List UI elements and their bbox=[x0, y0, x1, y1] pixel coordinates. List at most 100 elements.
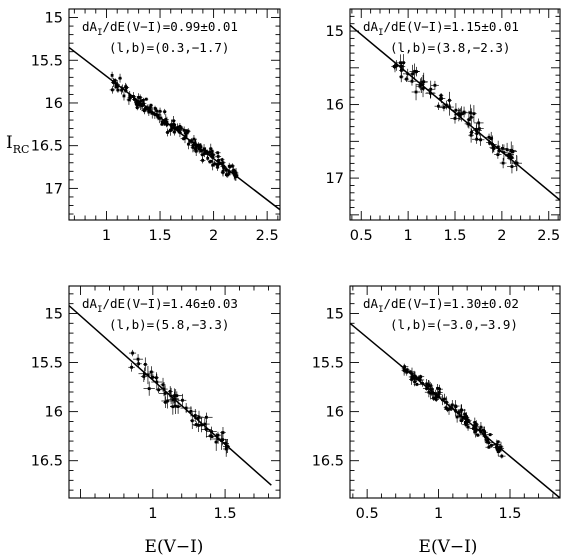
data-point bbox=[197, 415, 201, 419]
data-point bbox=[501, 147, 504, 150]
data-point bbox=[505, 148, 509, 152]
data-point bbox=[218, 161, 222, 165]
data-point bbox=[502, 151, 506, 154]
slope-value: /dE(V−I)=1.46±0.03 bbox=[102, 296, 237, 311]
data-points bbox=[109, 71, 239, 181]
data-point bbox=[469, 115, 473, 119]
data-point bbox=[147, 110, 151, 114]
data-point bbox=[122, 94, 126, 98]
panel-bottom-left: 1 1.5 15 15.5 16 16.5 dAI/dE(V−I)=1.46±0.03 (l,… bbox=[31, 285, 281, 522]
slope-symbol: dA bbox=[363, 296, 379, 311]
data-point bbox=[200, 423, 203, 427]
data-point bbox=[450, 406, 454, 410]
data-point bbox=[476, 433, 480, 437]
data-point bbox=[184, 131, 188, 135]
data-point bbox=[438, 387, 441, 391]
data-point bbox=[114, 85, 118, 89]
y-tick-label: 16.5 bbox=[312, 454, 344, 470]
data-point bbox=[173, 397, 176, 401]
data-point bbox=[127, 98, 131, 102]
data-point bbox=[225, 445, 228, 448]
y-tick-label: 15.5 bbox=[31, 356, 63, 372]
data-point bbox=[139, 99, 143, 103]
data-point bbox=[431, 391, 434, 395]
data-point bbox=[496, 145, 500, 149]
data-point bbox=[489, 137, 493, 140]
data-point bbox=[203, 151, 206, 155]
data-point bbox=[466, 419, 469, 422]
slope-annotation: dAI/dE(V−I)=1.46±0.03 bbox=[82, 296, 238, 315]
data-point bbox=[448, 98, 451, 102]
data-point bbox=[155, 376, 158, 380]
x-tick-label: 2.5 bbox=[256, 228, 279, 244]
data-point bbox=[479, 425, 483, 429]
data-point bbox=[473, 421, 477, 424]
plot-frame bbox=[68, 8, 281, 221]
data-point bbox=[133, 97, 136, 101]
data-point bbox=[413, 376, 417, 379]
data-point bbox=[128, 94, 132, 97]
data-point bbox=[463, 421, 467, 425]
data-point bbox=[156, 113, 160, 117]
data-point bbox=[213, 162, 216, 166]
data-point bbox=[142, 375, 146, 378]
data-point bbox=[193, 414, 197, 417]
data-point bbox=[445, 400, 448, 404]
data-point bbox=[205, 152, 209, 155]
data-point bbox=[190, 419, 194, 423]
data-point bbox=[473, 424, 477, 428]
data-point bbox=[124, 85, 128, 89]
plot-area bbox=[69, 46, 280, 211]
data-point bbox=[457, 411, 460, 414]
slope-annotation: dAI/dE(V−I)=1.30±0.02 bbox=[363, 296, 519, 315]
data-point bbox=[399, 75, 403, 79]
data-point bbox=[460, 408, 463, 412]
x-tick-label: 2.5 bbox=[537, 228, 560, 244]
x-tick-label: 2 bbox=[209, 228, 218, 244]
data-point bbox=[206, 156, 210, 160]
data-point bbox=[477, 121, 481, 125]
data-point bbox=[418, 84, 422, 88]
data-point bbox=[474, 422, 478, 426]
data-point bbox=[221, 169, 225, 173]
data-point bbox=[161, 120, 164, 124]
data-point bbox=[412, 376, 415, 380]
data-point bbox=[155, 380, 159, 384]
data-point bbox=[158, 109, 162, 113]
data-point bbox=[498, 149, 501, 153]
data-point bbox=[202, 147, 206, 151]
y-tick-label: 16 bbox=[45, 96, 63, 112]
data-point bbox=[436, 386, 439, 390]
data-point bbox=[182, 128, 186, 132]
data-point bbox=[498, 448, 502, 452]
data-point bbox=[163, 392, 167, 395]
data-point bbox=[157, 116, 161, 120]
data-point bbox=[204, 415, 208, 419]
data-point bbox=[509, 148, 513, 152]
data-point bbox=[216, 151, 220, 155]
data-point bbox=[178, 124, 182, 128]
data-point bbox=[128, 96, 132, 100]
data-point bbox=[199, 149, 203, 153]
data-point bbox=[509, 156, 512, 160]
data-point bbox=[492, 147, 496, 150]
data-points bbox=[400, 363, 506, 459]
data-point bbox=[410, 378, 414, 381]
data-point bbox=[209, 147, 213, 151]
data-point bbox=[110, 73, 114, 77]
data-point bbox=[171, 405, 175, 409]
data-point bbox=[454, 108, 458, 112]
data-point bbox=[211, 163, 215, 167]
data-point bbox=[422, 80, 426, 84]
data-point bbox=[441, 398, 444, 402]
slope-value: /dE(V−I)=0.99±0.01 bbox=[102, 19, 237, 34]
data-point bbox=[429, 391, 433, 395]
data-point bbox=[488, 141, 491, 145]
data-point bbox=[434, 395, 438, 399]
x-tick-label: 0.5 bbox=[350, 228, 373, 244]
x-tick-label: 1.5 bbox=[443, 228, 466, 244]
data-point bbox=[203, 422, 207, 426]
data-point bbox=[421, 382, 424, 385]
data-point bbox=[432, 396, 436, 400]
data-point bbox=[204, 149, 208, 153]
